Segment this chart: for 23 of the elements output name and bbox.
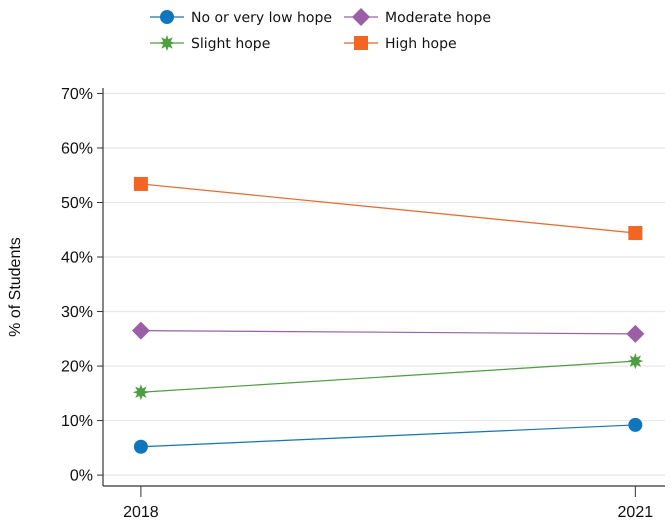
- y-tick-label: 0%: [70, 468, 93, 485]
- point: [134, 440, 148, 454]
- point: [627, 353, 644, 370]
- legend-label: High hope: [385, 36, 457, 52]
- point: [132, 384, 149, 400]
- y-tick-label: 70%: [60, 86, 93, 104]
- y-tick-label: 40%: [60, 250, 93, 267]
- point: [626, 324, 644, 343]
- y-tick-label: 50%: [60, 195, 93, 212]
- point: [134, 176, 148, 191]
- point: [628, 226, 642, 240]
- legend-label: Slight hope: [191, 36, 270, 52]
- legend-label: Moderate hope: [385, 10, 491, 26]
- y-tick-label: 60%: [60, 140, 93, 158]
- x-tick-label: 2021: [618, 504, 654, 521]
- point: [628, 418, 642, 432]
- x-tick-label: 2018: [123, 504, 159, 521]
- y-tick-label: 10%: [60, 413, 93, 430]
- y-tick-label: 30%: [60, 304, 93, 322]
- legend-label: No or very low hope: [191, 10, 332, 26]
- y-axis-title: % of Students: [7, 237, 24, 337]
- y-tick-label: 20%: [60, 358, 93, 376]
- point: [132, 322, 150, 340]
